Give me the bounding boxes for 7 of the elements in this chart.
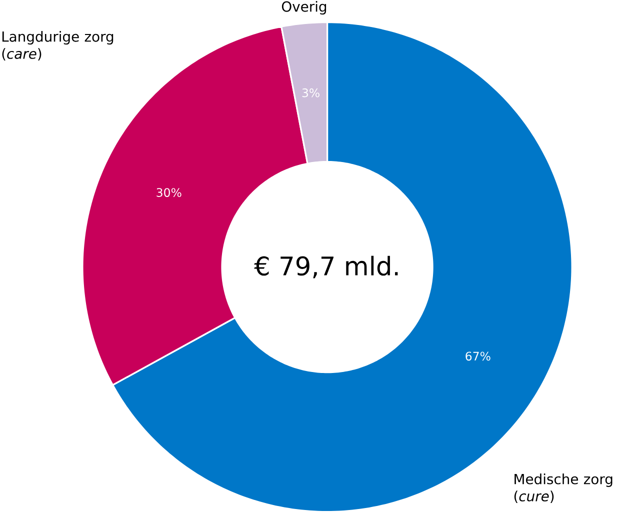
text: € 79,7 mld.	[254, 256, 398, 278]
data-label: 3%	[302, 88, 320, 98]
slice-label: Langdurige zorg (care)	[2, 31, 114, 61]
data-label: 67%	[466, 352, 490, 361]
slice-label: Medische zorg (cure)	[514, 474, 612, 504]
data-label: 30%	[156, 188, 182, 198]
slice-label: Overig	[282, 1, 326, 15]
